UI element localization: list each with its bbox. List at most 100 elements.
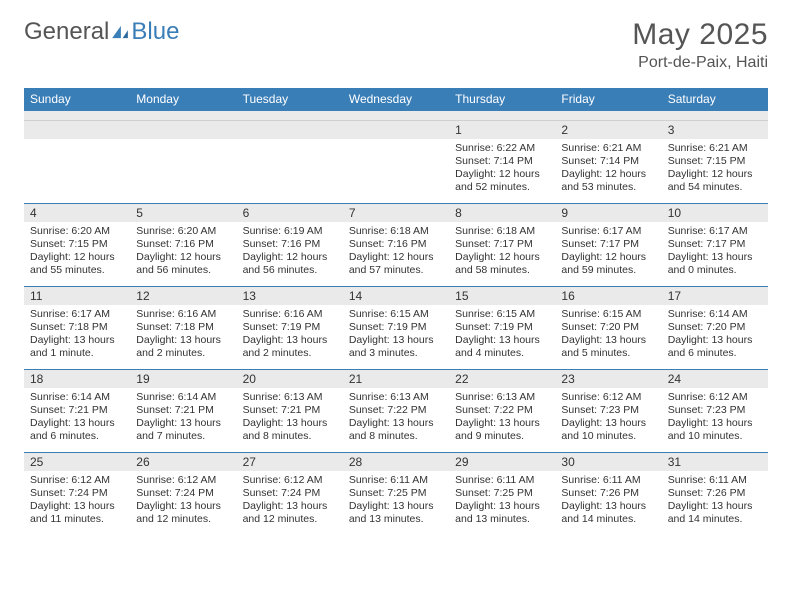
day-cell: 27Sunrise: 6:12 AMSunset: 7:24 PMDayligh… [237, 453, 343, 535]
day-body: Sunrise: 6:21 AMSunset: 7:14 PMDaylight:… [555, 139, 661, 199]
day-number: 2 [555, 121, 661, 139]
dl1-line: Daylight: 13 hours [349, 500, 443, 513]
dl1-line: Daylight: 13 hours [668, 251, 762, 264]
sunrise-line: Sunrise: 6:12 AM [668, 391, 762, 404]
dl1-line: Daylight: 12 hours [455, 168, 549, 181]
dl2-line: and 5 minutes. [561, 347, 655, 360]
dl1-line: Daylight: 13 hours [668, 500, 762, 513]
dl1-line: Daylight: 13 hours [243, 334, 337, 347]
dl1-line: Daylight: 12 hours [561, 251, 655, 264]
day-body: Sunrise: 6:15 AMSunset: 7:19 PMDaylight:… [343, 305, 449, 365]
day-number: 10 [662, 204, 768, 222]
sunrise-line: Sunrise: 6:22 AM [455, 142, 549, 155]
sunset-line: Sunset: 7:20 PM [668, 321, 762, 334]
sunset-line: Sunset: 7:19 PM [243, 321, 337, 334]
week-row: 1Sunrise: 6:22 AMSunset: 7:14 PMDaylight… [24, 121, 768, 204]
location-label: Port-de-Paix, Haiti [632, 54, 768, 72]
dl2-line: and 3 minutes. [349, 347, 443, 360]
day-body: Sunrise: 6:11 AMSunset: 7:26 PMDaylight:… [555, 471, 661, 531]
dl1-line: Daylight: 12 hours [243, 251, 337, 264]
sunrise-line: Sunrise: 6:19 AM [243, 225, 337, 238]
calendar-header-row: Sunday Monday Tuesday Wednesday Thursday… [24, 88, 768, 111]
sunset-line: Sunset: 7:16 PM [243, 238, 337, 251]
sunset-line: Sunset: 7:24 PM [243, 487, 337, 500]
sunset-line: Sunset: 7:19 PM [455, 321, 549, 334]
day-cell: 26Sunrise: 6:12 AMSunset: 7:24 PMDayligh… [130, 453, 236, 535]
day-number: 29 [449, 453, 555, 471]
dl1-line: Daylight: 13 hours [243, 417, 337, 430]
dl2-line: and 55 minutes. [30, 264, 124, 277]
dl1-line: Daylight: 13 hours [668, 417, 762, 430]
dl1-line: Daylight: 13 hours [455, 417, 549, 430]
day-body: Sunrise: 6:22 AMSunset: 7:14 PMDaylight:… [449, 139, 555, 199]
day-body: Sunrise: 6:19 AMSunset: 7:16 PMDaylight:… [237, 222, 343, 282]
dl2-line: and 7 minutes. [136, 430, 230, 443]
day-cell: 5Sunrise: 6:20 AMSunset: 7:16 PMDaylight… [130, 204, 236, 286]
dl2-line: and 57 minutes. [349, 264, 443, 277]
day-cell: 19Sunrise: 6:14 AMSunset: 7:21 PMDayligh… [130, 370, 236, 452]
day-body: Sunrise: 6:12 AMSunset: 7:24 PMDaylight:… [24, 471, 130, 531]
sunrise-line: Sunrise: 6:16 AM [243, 308, 337, 321]
logo-text-part2: Blue [131, 18, 179, 46]
day-cell [343, 121, 449, 203]
dl1-line: Daylight: 12 hours [455, 251, 549, 264]
dow-mon: Monday [130, 88, 236, 111]
dl2-line: and 53 minutes. [561, 181, 655, 194]
dl2-line: and 8 minutes. [243, 430, 337, 443]
dl2-line: and 58 minutes. [455, 264, 549, 277]
dow-wed: Wednesday [343, 88, 449, 111]
day-number: 30 [555, 453, 661, 471]
dl1-line: Daylight: 13 hours [30, 500, 124, 513]
sunset-line: Sunset: 7:17 PM [561, 238, 655, 251]
sunset-line: Sunset: 7:21 PM [30, 404, 124, 417]
sunset-line: Sunset: 7:21 PM [243, 404, 337, 417]
dl2-line: and 56 minutes. [243, 264, 337, 277]
day-body: Sunrise: 6:14 AMSunset: 7:21 PMDaylight:… [24, 388, 130, 448]
dl1-line: Daylight: 13 hours [455, 500, 549, 513]
day-body: Sunrise: 6:13 AMSunset: 7:22 PMDaylight:… [343, 388, 449, 448]
dl2-line: and 6 minutes. [668, 347, 762, 360]
sunset-line: Sunset: 7:23 PM [561, 404, 655, 417]
day-body: Sunrise: 6:20 AMSunset: 7:16 PMDaylight:… [130, 222, 236, 282]
sunrise-line: Sunrise: 6:12 AM [30, 474, 124, 487]
day-body: Sunrise: 6:12 AMSunset: 7:24 PMDaylight:… [237, 471, 343, 531]
day-number: 1 [449, 121, 555, 139]
logo: General Blue [24, 18, 179, 46]
day-cell: 11Sunrise: 6:17 AMSunset: 7:18 PMDayligh… [24, 287, 130, 369]
sunrise-line: Sunrise: 6:13 AM [455, 391, 549, 404]
dow-sun: Sunday [24, 88, 130, 111]
day-body: Sunrise: 6:17 AMSunset: 7:18 PMDaylight:… [24, 305, 130, 365]
dl1-line: Daylight: 13 hours [349, 334, 443, 347]
sunrise-line: Sunrise: 6:21 AM [561, 142, 655, 155]
day-cell [237, 121, 343, 203]
sunset-line: Sunset: 7:24 PM [136, 487, 230, 500]
day-cell: 16Sunrise: 6:15 AMSunset: 7:20 PMDayligh… [555, 287, 661, 369]
sunset-line: Sunset: 7:16 PM [349, 238, 443, 251]
dl2-line: and 9 minutes. [455, 430, 549, 443]
dl2-line: and 56 minutes. [136, 264, 230, 277]
day-cell: 18Sunrise: 6:14 AMSunset: 7:21 PMDayligh… [24, 370, 130, 452]
dl2-line: and 13 minutes. [349, 513, 443, 526]
dl1-line: Daylight: 12 hours [349, 251, 443, 264]
week-row: 18Sunrise: 6:14 AMSunset: 7:21 PMDayligh… [24, 370, 768, 453]
sunset-line: Sunset: 7:25 PM [349, 487, 443, 500]
day-number: 9 [555, 204, 661, 222]
sunrise-line: Sunrise: 6:13 AM [349, 391, 443, 404]
dl1-line: Daylight: 12 hours [561, 168, 655, 181]
dl1-line: Daylight: 13 hours [668, 334, 762, 347]
dl2-line: and 8 minutes. [349, 430, 443, 443]
dl1-line: Daylight: 13 hours [561, 500, 655, 513]
day-number: 22 [449, 370, 555, 388]
sunrise-line: Sunrise: 6:17 AM [561, 225, 655, 238]
sunset-line: Sunset: 7:14 PM [455, 155, 549, 168]
sunrise-line: Sunrise: 6:12 AM [561, 391, 655, 404]
dl1-line: Daylight: 13 hours [243, 500, 337, 513]
day-cell: 3Sunrise: 6:21 AMSunset: 7:15 PMDaylight… [662, 121, 768, 203]
sunrise-line: Sunrise: 6:15 AM [349, 308, 443, 321]
day-number: 25 [24, 453, 130, 471]
dl1-line: Daylight: 13 hours [455, 334, 549, 347]
day-body: Sunrise: 6:16 AMSunset: 7:18 PMDaylight:… [130, 305, 236, 365]
dl2-line: and 1 minute. [30, 347, 124, 360]
dl2-line: and 10 minutes. [561, 430, 655, 443]
dl2-line: and 10 minutes. [668, 430, 762, 443]
